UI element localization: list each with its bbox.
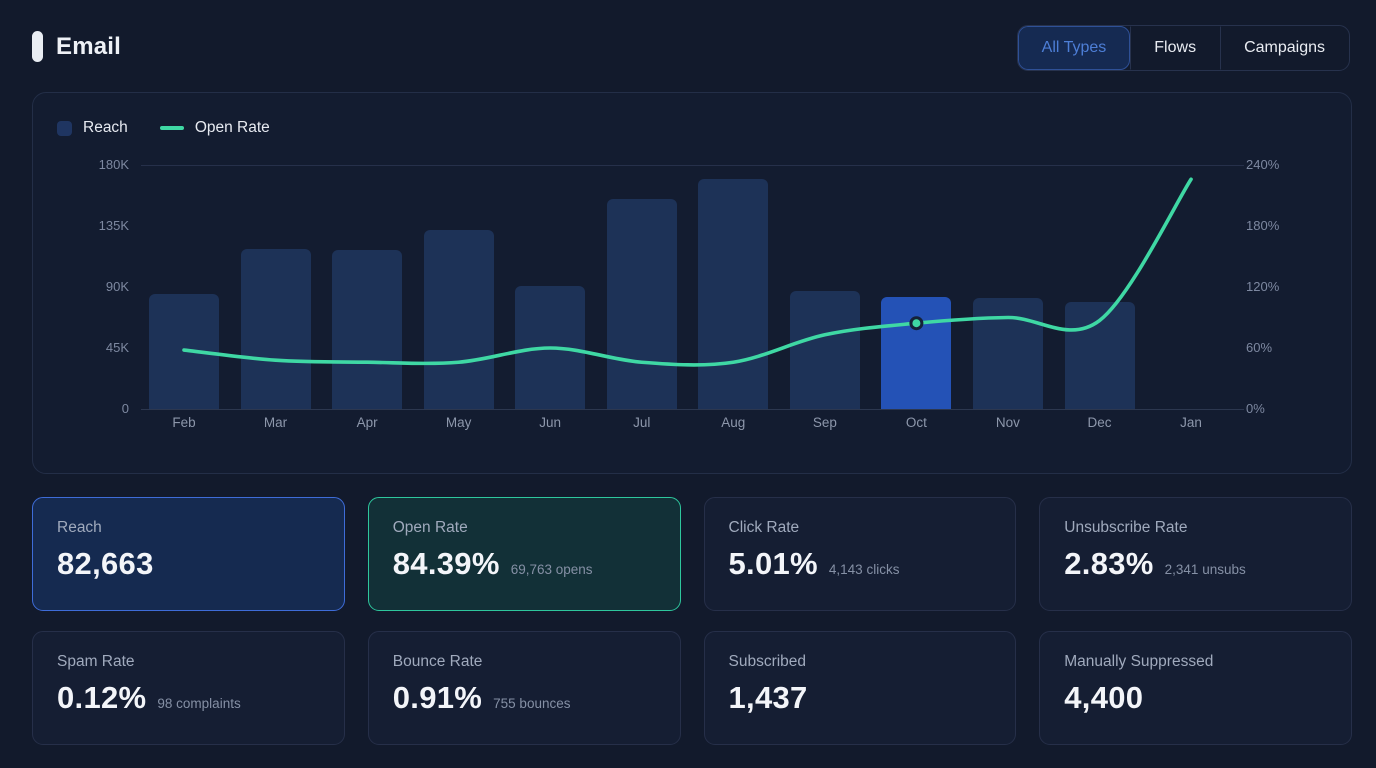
card-open-rate-label: Open Rate xyxy=(392,519,468,536)
x-label-nov: Nov xyxy=(995,415,1020,430)
card-click-rate-sub: 4,143 clicks xyxy=(828,562,900,577)
x-label-jan: Jan xyxy=(1180,415,1202,430)
legend-item-open-rate: Open Rate xyxy=(159,119,270,137)
page-header: Email xyxy=(32,31,121,62)
page-title: Email xyxy=(56,32,122,60)
reach-swatch-icon xyxy=(57,120,72,136)
bar-apr[interactable] xyxy=(332,250,403,409)
card-unsubscribe-rate-sub: 2,341 unsubs xyxy=(1164,562,1246,577)
card-subscribed-label: Subscribed xyxy=(728,653,807,670)
x-label-jul: Jul xyxy=(633,415,651,430)
type-tabs: All Types Flows Campaigns xyxy=(1016,25,1350,71)
tab-flows[interactable]: Flows xyxy=(1130,26,1220,70)
tab-campaigns[interactable]: Campaigns xyxy=(1220,26,1349,70)
card-spam-rate[interactable]: Spam Rate 0.12% 98 complaints xyxy=(32,631,345,745)
y-axis-right-tick: 240% xyxy=(1246,157,1280,172)
y-axis-left-tick: 0 xyxy=(121,401,129,416)
card-open-rate-value: 84.39% xyxy=(392,546,500,581)
x-label-mar: Mar xyxy=(263,415,288,430)
card-bounce-rate-sub: 755 bounces xyxy=(493,696,571,711)
bar-sep[interactable] xyxy=(789,291,860,409)
card-spam-rate-value: 0.12% xyxy=(57,680,147,715)
card-unsubscribe-rate-label: Unsubscribe Rate xyxy=(1064,519,1188,536)
card-reach-label: Reach xyxy=(57,519,102,536)
card-spam-rate-sub: 98 complaints xyxy=(157,696,241,711)
tab-all-types[interactable]: All Types xyxy=(1017,26,1131,70)
card-click-rate[interactable]: Click Rate 5.01% 4,143 clicks xyxy=(703,497,1017,611)
bar-feb[interactable] xyxy=(149,293,219,409)
bar-jul[interactable] xyxy=(606,198,677,409)
chart-plot-area: 180K 135K 90K 45K 0 240% 180% 120% 60% 0% Feb Mar Ap… xyxy=(33,93,1351,473)
chart-card: Reach Open Rate 180K 135K 90K 45K 0 240% 180% 1… xyxy=(32,92,1352,474)
card-open-rate[interactable]: Open Rate 84.39% 69,763 opens xyxy=(367,497,681,611)
open-rate-swatch-icon xyxy=(159,126,184,130)
legend-reach-label: Reach xyxy=(83,119,128,136)
stat-cards: Reach 82,663 Open Rate 84.39% 69,763 ope… xyxy=(32,497,1352,745)
y-axis-left-tick: 45K xyxy=(105,340,129,355)
bar-dec[interactable] xyxy=(1064,301,1135,409)
bar-aug[interactable] xyxy=(698,178,769,409)
x-label-sep: Sep xyxy=(812,415,837,430)
x-label-may: May xyxy=(445,415,472,430)
legend-item-reach: Reach xyxy=(57,119,128,137)
x-label-dec: Dec xyxy=(1087,415,1112,430)
bar-may[interactable] xyxy=(423,230,494,409)
x-label-feb: Feb xyxy=(172,415,196,430)
card-bounce-rate-label: Bounce Rate xyxy=(392,653,483,670)
card-spam-rate-label: Spam Rate xyxy=(57,653,135,670)
y-axis-right-tick: 60% xyxy=(1246,340,1273,355)
title-bar-icon xyxy=(32,31,43,62)
card-subscribed-value: 1,437 xyxy=(728,680,808,715)
card-open-rate-sub: 69,763 opens xyxy=(510,562,593,577)
card-click-rate-label: Click Rate xyxy=(728,519,800,536)
bar-mar[interactable] xyxy=(240,249,311,409)
card-bounce-rate[interactable]: Bounce Rate 0.91% 755 bounces xyxy=(367,631,681,745)
card-subscribed[interactable]: Subscribed 1,437 xyxy=(703,631,1017,745)
y-axis-left-tick: 135K xyxy=(98,218,129,233)
card-manually-suppressed-value: 4,400 xyxy=(1064,680,1144,715)
card-unsubscribe-rate-value: 2.83% xyxy=(1064,546,1154,581)
x-label-oct: Oct xyxy=(905,415,927,430)
y-axis-right-tick: 120% xyxy=(1246,279,1280,294)
open-rate-line-layer xyxy=(182,177,1193,367)
gridline-top xyxy=(141,165,1244,166)
legend-open-rate-label: Open Rate xyxy=(194,119,270,136)
x-label-jun: Jun xyxy=(539,415,562,430)
x-label-aug: Aug xyxy=(721,415,746,430)
card-bounce-rate-value: 0.91% xyxy=(392,680,483,715)
bar-nov[interactable] xyxy=(972,297,1043,409)
y-axis-left-tick: 180K xyxy=(98,157,129,172)
bar-oct[interactable] xyxy=(881,296,952,409)
chart-legend: Reach Open Rate xyxy=(57,119,270,137)
y-axis-right-tick: 180% xyxy=(1246,218,1280,233)
card-unsubscribe-rate[interactable]: Unsubscribe Rate 2.83% 2,341 unsubs xyxy=(1039,497,1352,611)
x-axis-baseline xyxy=(141,409,1244,410)
card-manually-suppressed[interactable]: Manually Suppressed 4,400 xyxy=(1039,631,1352,745)
bar-jun[interactable] xyxy=(515,285,586,409)
card-click-rate-value: 5.01% xyxy=(728,546,818,581)
x-label-apr: Apr xyxy=(356,415,378,430)
card-manually-suppressed-label: Manually Suppressed xyxy=(1064,653,1214,670)
card-reach-value: 82,663 xyxy=(57,546,154,581)
card-reach[interactable]: Reach 82,663 xyxy=(32,497,345,611)
y-axis-right-tick: 0% xyxy=(1246,401,1265,416)
y-axis-left-tick: 90K xyxy=(105,279,129,294)
